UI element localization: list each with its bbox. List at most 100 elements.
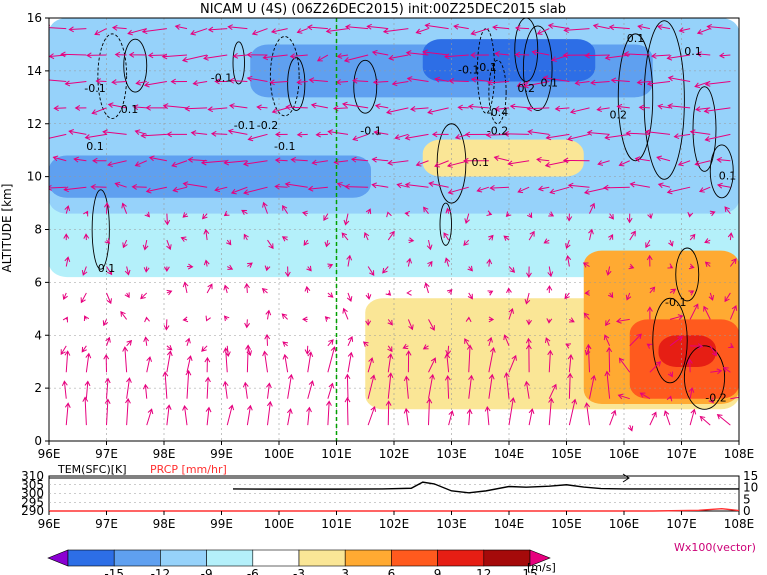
wind-vector bbox=[523, 80, 550, 89]
wind-vector bbox=[404, 182, 429, 188]
wind-vector bbox=[343, 54, 369, 63]
wind-vector bbox=[166, 344, 173, 351]
wind-vector bbox=[327, 129, 349, 135]
wind-vector bbox=[649, 361, 662, 373]
temp-tick-label: 290 bbox=[21, 504, 44, 518]
wind-vector bbox=[673, 133, 691, 139]
wind-vector bbox=[470, 52, 489, 59]
wind-vector bbox=[562, 157, 590, 164]
wind-vector bbox=[367, 374, 376, 399]
wind-vector bbox=[106, 266, 113, 276]
wind-vector bbox=[467, 292, 473, 300]
wind-vector bbox=[324, 316, 331, 322]
contour-line bbox=[287, 57, 306, 111]
wind-vector bbox=[327, 263, 334, 269]
wind-vector bbox=[269, 79, 288, 86]
wind-vector bbox=[246, 345, 252, 357]
contour-label: 0.1 bbox=[541, 77, 559, 90]
wind-vector bbox=[111, 24, 127, 31]
wind-vector bbox=[408, 237, 415, 244]
wind-vector bbox=[341, 232, 349, 241]
contour-label: 0.1 bbox=[86, 140, 104, 153]
wind-vector bbox=[68, 26, 87, 33]
wind-vector bbox=[626, 213, 633, 224]
wind-vector bbox=[486, 258, 493, 267]
wind-vector bbox=[487, 290, 494, 296]
wind-vector bbox=[589, 202, 596, 214]
wind-vector bbox=[466, 344, 473, 373]
wind-vector bbox=[187, 156, 208, 163]
wind-vector bbox=[690, 343, 704, 350]
contour-label: -0.1 bbox=[458, 64, 479, 77]
wind-vector bbox=[343, 213, 350, 226]
wind-vector bbox=[443, 232, 450, 241]
wind-vector bbox=[463, 239, 470, 246]
wind-vector bbox=[243, 233, 249, 241]
contour-line bbox=[522, 25, 553, 111]
wind-vector bbox=[508, 354, 517, 373]
wind-vector bbox=[689, 233, 696, 241]
wind-vector bbox=[606, 346, 613, 373]
wind-vector bbox=[264, 333, 271, 346]
contour-label: -0.2 bbox=[487, 124, 508, 137]
wind-vector bbox=[694, 160, 711, 167]
wind-vector bbox=[678, 27, 691, 33]
wind-vector bbox=[464, 338, 470, 347]
x-tick-label: 106E bbox=[609, 447, 640, 461]
temp-tick-label: 300 bbox=[21, 487, 44, 501]
wind-vector bbox=[64, 350, 71, 373]
wind-vector bbox=[104, 398, 111, 426]
wind-vector bbox=[266, 382, 272, 399]
surface-x-tick-label: 101E bbox=[321, 517, 352, 531]
wind-vector bbox=[223, 315, 230, 322]
wind-vector bbox=[536, 28, 550, 35]
wind-vector bbox=[646, 343, 653, 349]
wind-vector bbox=[487, 336, 493, 346]
wind-vector bbox=[166, 239, 172, 251]
wind-vector bbox=[247, 133, 268, 142]
prcp-tick-label: 10 bbox=[743, 481, 758, 495]
wind-vector bbox=[281, 313, 288, 320]
wind-vector bbox=[688, 387, 695, 399]
wind-vector bbox=[365, 292, 372, 300]
wind-vector bbox=[703, 107, 731, 114]
wind-vector bbox=[716, 413, 731, 426]
wind-vector bbox=[81, 345, 87, 353]
wind-vector bbox=[245, 344, 251, 373]
wind-vector bbox=[262, 54, 288, 61]
contour-label: -0.1 bbox=[665, 296, 686, 309]
wind-vector bbox=[562, 52, 590, 59]
wind-vector bbox=[114, 181, 127, 188]
y-axis-ticks: 0 2 4 6 8 10 12 14 16 bbox=[27, 11, 49, 448]
contour-line bbox=[683, 345, 726, 410]
wind-vector bbox=[206, 283, 213, 294]
wind-vector bbox=[141, 28, 167, 35]
wind-vector bbox=[164, 213, 171, 226]
contour-line bbox=[709, 144, 734, 199]
wind-vector bbox=[261, 288, 268, 294]
wind-vector bbox=[267, 239, 274, 250]
wind-vector bbox=[729, 305, 738, 320]
x-tick-label: 103E bbox=[436, 447, 467, 461]
wind-vector bbox=[646, 306, 653, 320]
wind-vector bbox=[536, 156, 550, 163]
wind-vector bbox=[166, 289, 173, 296]
prcp-tick-label: 5 bbox=[743, 492, 751, 506]
wind-vector bbox=[365, 319, 372, 327]
wind-vector bbox=[172, 186, 188, 193]
wind-vector bbox=[505, 211, 512, 217]
wind-vector bbox=[446, 288, 453, 295]
wind-vector bbox=[244, 282, 250, 293]
wind-vector bbox=[304, 285, 311, 294]
wind-vector bbox=[415, 160, 429, 167]
wind-vector bbox=[503, 372, 510, 399]
wind-vector bbox=[344, 373, 351, 399]
contour-line bbox=[232, 41, 245, 85]
wind-vector bbox=[207, 26, 228, 33]
wind-vector bbox=[282, 204, 289, 214]
grid-lines bbox=[49, 18, 739, 441]
wind-vector bbox=[688, 290, 695, 296]
wind-vector bbox=[230, 186, 248, 195]
wind-vector bbox=[639, 392, 651, 400]
wind-vector bbox=[646, 80, 671, 87]
